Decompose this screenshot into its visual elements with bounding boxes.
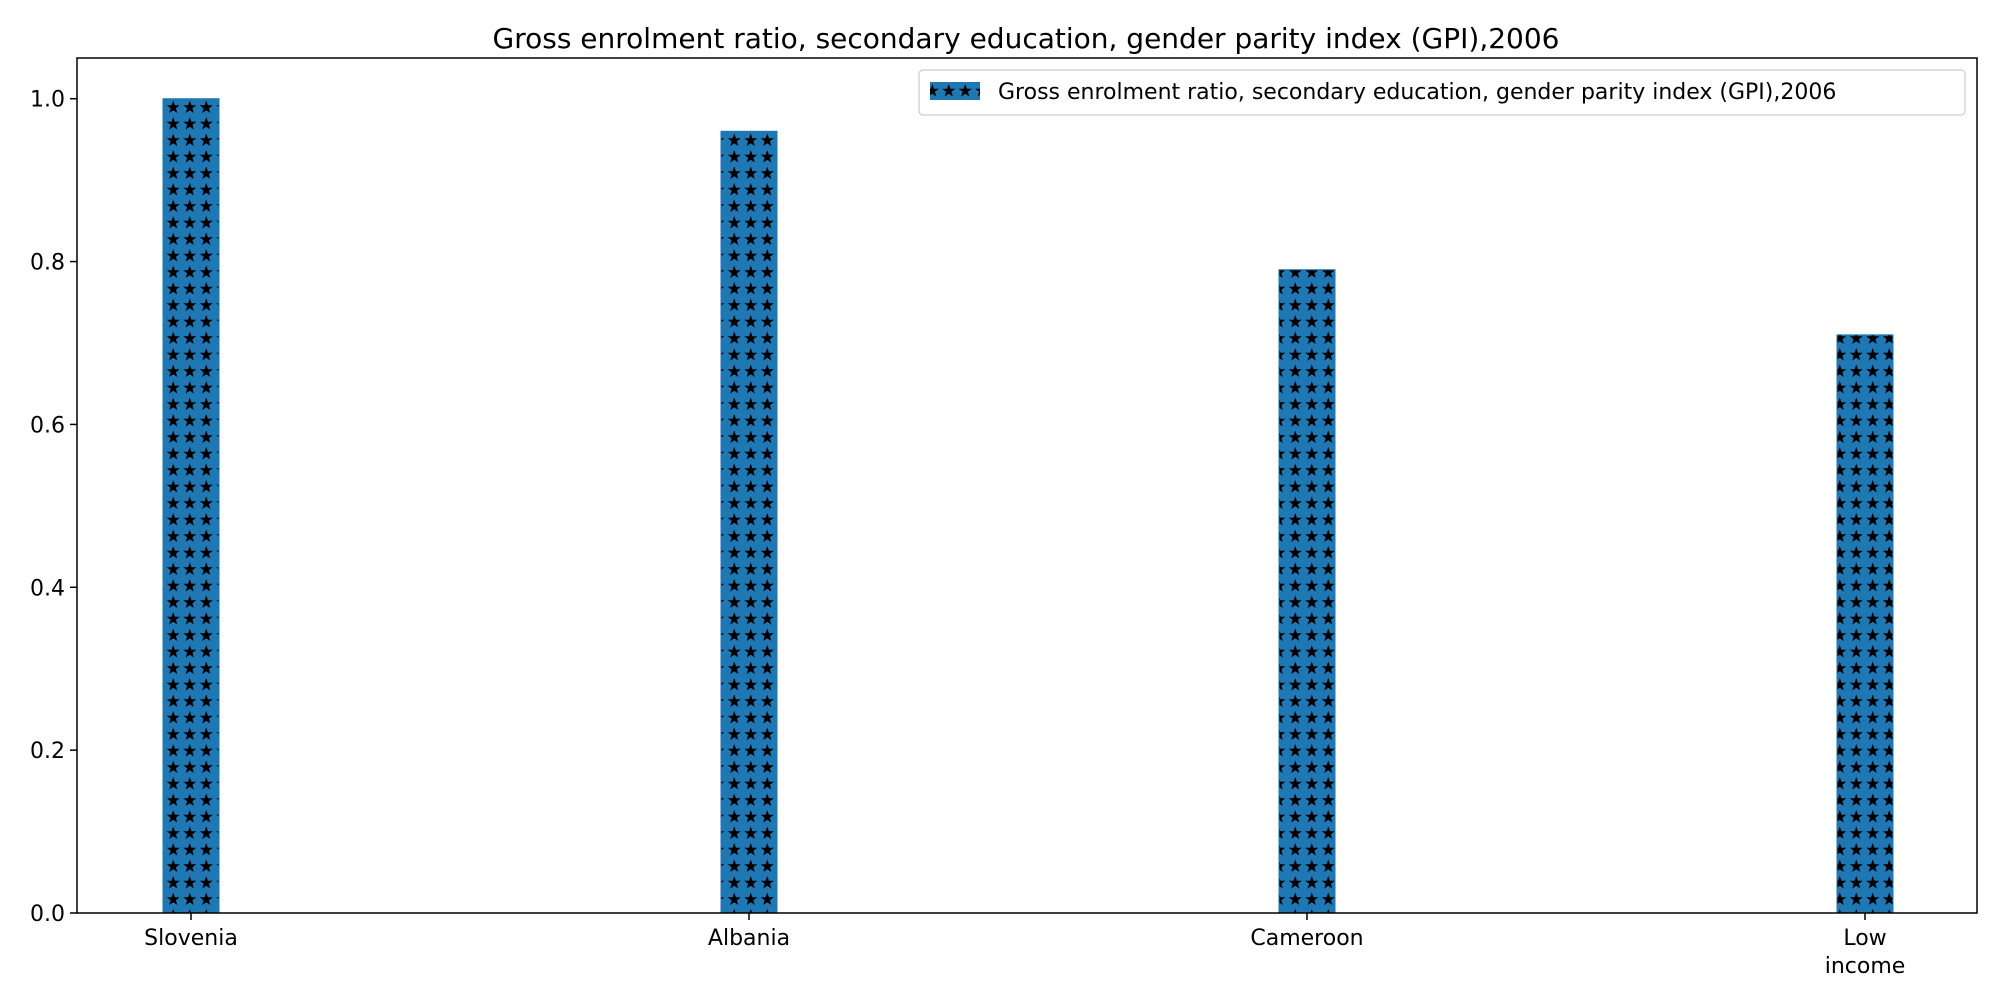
bar-1 xyxy=(721,131,777,913)
bar-3 xyxy=(1837,335,1893,913)
y-tick-label-1: 0.2 xyxy=(30,739,65,764)
y-tick-label-3: 0.6 xyxy=(30,413,65,438)
x-axis: Slovenia Albania Cameroon Low income xyxy=(144,913,1905,979)
legend: Gross enrolment ratio, secondary educati… xyxy=(919,70,1965,115)
bar-2 xyxy=(1279,270,1335,913)
legend-swatch xyxy=(930,82,980,100)
bar-0 xyxy=(163,99,219,913)
chart-title: Gross enrolment ratio, secondary educati… xyxy=(493,22,1560,55)
x-tick-label-2: Cameroon xyxy=(1250,926,1363,951)
y-tick-label-0: 0.0 xyxy=(30,902,65,927)
y-axis: 0.0 0.2 0.4 0.6 0.8 1.0 xyxy=(30,88,77,927)
legend-label: Gross enrolment ratio, secondary educati… xyxy=(998,80,1836,105)
x-tick-label-3: Low income xyxy=(1825,926,1906,979)
y-tick-label-2: 0.4 xyxy=(30,576,65,601)
x-tick-label-0: Slovenia xyxy=(144,926,238,951)
bars-layer xyxy=(163,99,1893,913)
y-tick-label-5: 1.0 xyxy=(30,88,65,113)
x-tick-label-1: Albania xyxy=(708,926,790,951)
y-tick-label-4: 0.8 xyxy=(30,251,65,276)
plot-frame xyxy=(77,58,1977,913)
